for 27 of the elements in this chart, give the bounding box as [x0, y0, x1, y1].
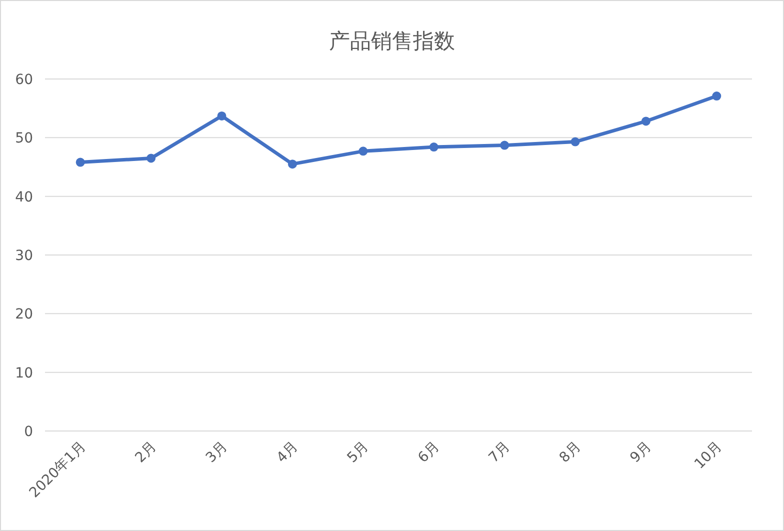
x-tick-label: 9月	[627, 438, 655, 466]
y-tick-label: 10	[15, 365, 33, 382]
x-tick-label: 4月	[274, 438, 302, 466]
y-tick-label: 50	[15, 130, 33, 147]
point	[570, 137, 580, 146]
x-tick-label: 10月	[692, 438, 726, 472]
x-tick-label: 5月	[344, 438, 372, 466]
y-tick-label: 60	[15, 72, 33, 88]
point	[358, 146, 368, 156]
point	[76, 158, 85, 167]
y-tick-label: 20	[15, 306, 33, 323]
y-tick-label: 40	[15, 189, 33, 206]
point	[217, 111, 226, 120]
x-tick-label: 8月	[556, 438, 584, 466]
x-tick-label: 2月	[132, 438, 160, 466]
y-tick-label: 0	[24, 424, 33, 440]
point	[429, 142, 438, 152]
y-tick-label: 30	[15, 248, 33, 264]
x-tick-label: 7月	[486, 438, 514, 466]
x-tick-label: 3月	[203, 438, 231, 466]
point	[288, 160, 297, 169]
x-tick-label: 6月	[415, 438, 443, 466]
point	[712, 92, 722, 101]
point	[500, 140, 510, 150]
point	[641, 116, 650, 126]
title: 产品销售指数	[329, 29, 455, 53]
point	[146, 154, 156, 163]
